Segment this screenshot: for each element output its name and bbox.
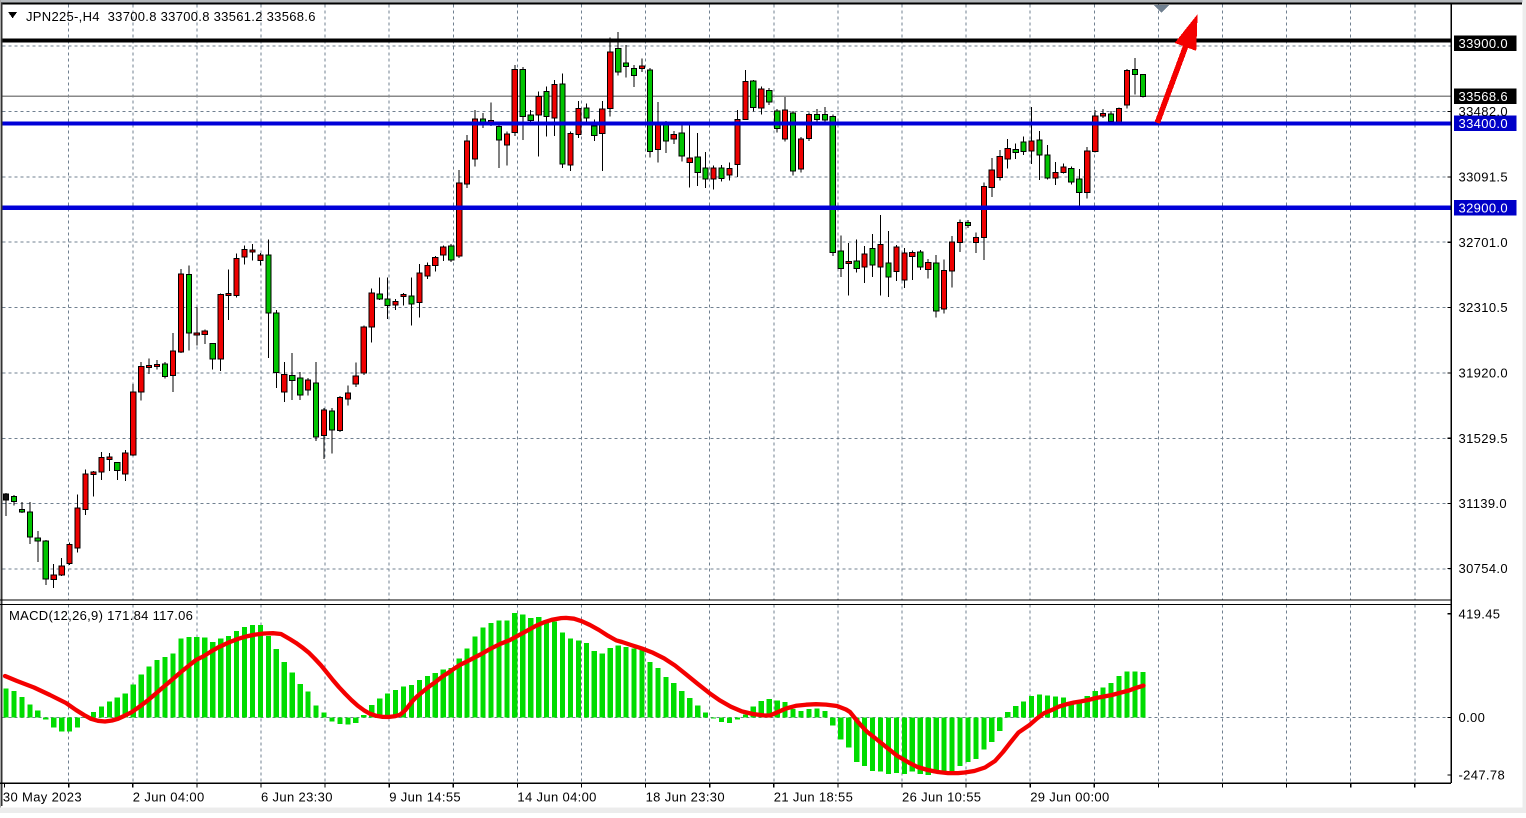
svg-text:419.45: 419.45 xyxy=(1459,606,1501,621)
svg-text:30754.0: 30754.0 xyxy=(1459,561,1508,576)
svg-text:29 Jun 00:00: 29 Jun 00:00 xyxy=(1030,790,1109,805)
svg-text:-247.78: -247.78 xyxy=(1459,768,1506,783)
svg-text:9 Jun 14:55: 9 Jun 14:55 xyxy=(389,790,461,805)
svg-text:32310.5: 32310.5 xyxy=(1459,300,1508,315)
svg-text:31529.5: 31529.5 xyxy=(1459,431,1508,446)
svg-text:33568.6: 33568.6 xyxy=(1459,89,1508,104)
svg-text:JPN225-,H4 33700.8 33700.8 33: JPN225-,H4 33700.8 33700.8 33561.2 33568… xyxy=(26,9,316,24)
svg-text:2 Jun 04:00: 2 Jun 04:00 xyxy=(133,790,205,805)
svg-text:14 Jun 04:00: 14 Jun 04:00 xyxy=(517,790,596,805)
svg-text:MACD(12,26,9) 171.84 117.06: MACD(12,26,9) 171.84 117.06 xyxy=(9,608,193,623)
svg-text:33482.0: 33482.0 xyxy=(1459,104,1508,119)
svg-text:31920.0: 31920.0 xyxy=(1459,366,1508,381)
svg-text:21 Jun 18:55: 21 Jun 18:55 xyxy=(774,790,853,805)
svg-text:18 Jun 23:30: 18 Jun 23:30 xyxy=(646,790,725,805)
svg-text:6 Jun 23:30: 6 Jun 23:30 xyxy=(261,790,333,805)
svg-text:0.00: 0.00 xyxy=(1459,710,1486,725)
svg-text:33091.5: 33091.5 xyxy=(1459,170,1508,185)
svg-text:32900.0: 32900.0 xyxy=(1459,200,1508,215)
svg-text:26 Jun 10:55: 26 Jun 10:55 xyxy=(902,790,981,805)
svg-text:33900.0: 33900.0 xyxy=(1459,36,1508,51)
svg-text:32701.0: 32701.0 xyxy=(1459,235,1508,250)
svg-text:31139.0: 31139.0 xyxy=(1459,496,1507,511)
svg-text:30 May 2023: 30 May 2023 xyxy=(3,790,82,805)
